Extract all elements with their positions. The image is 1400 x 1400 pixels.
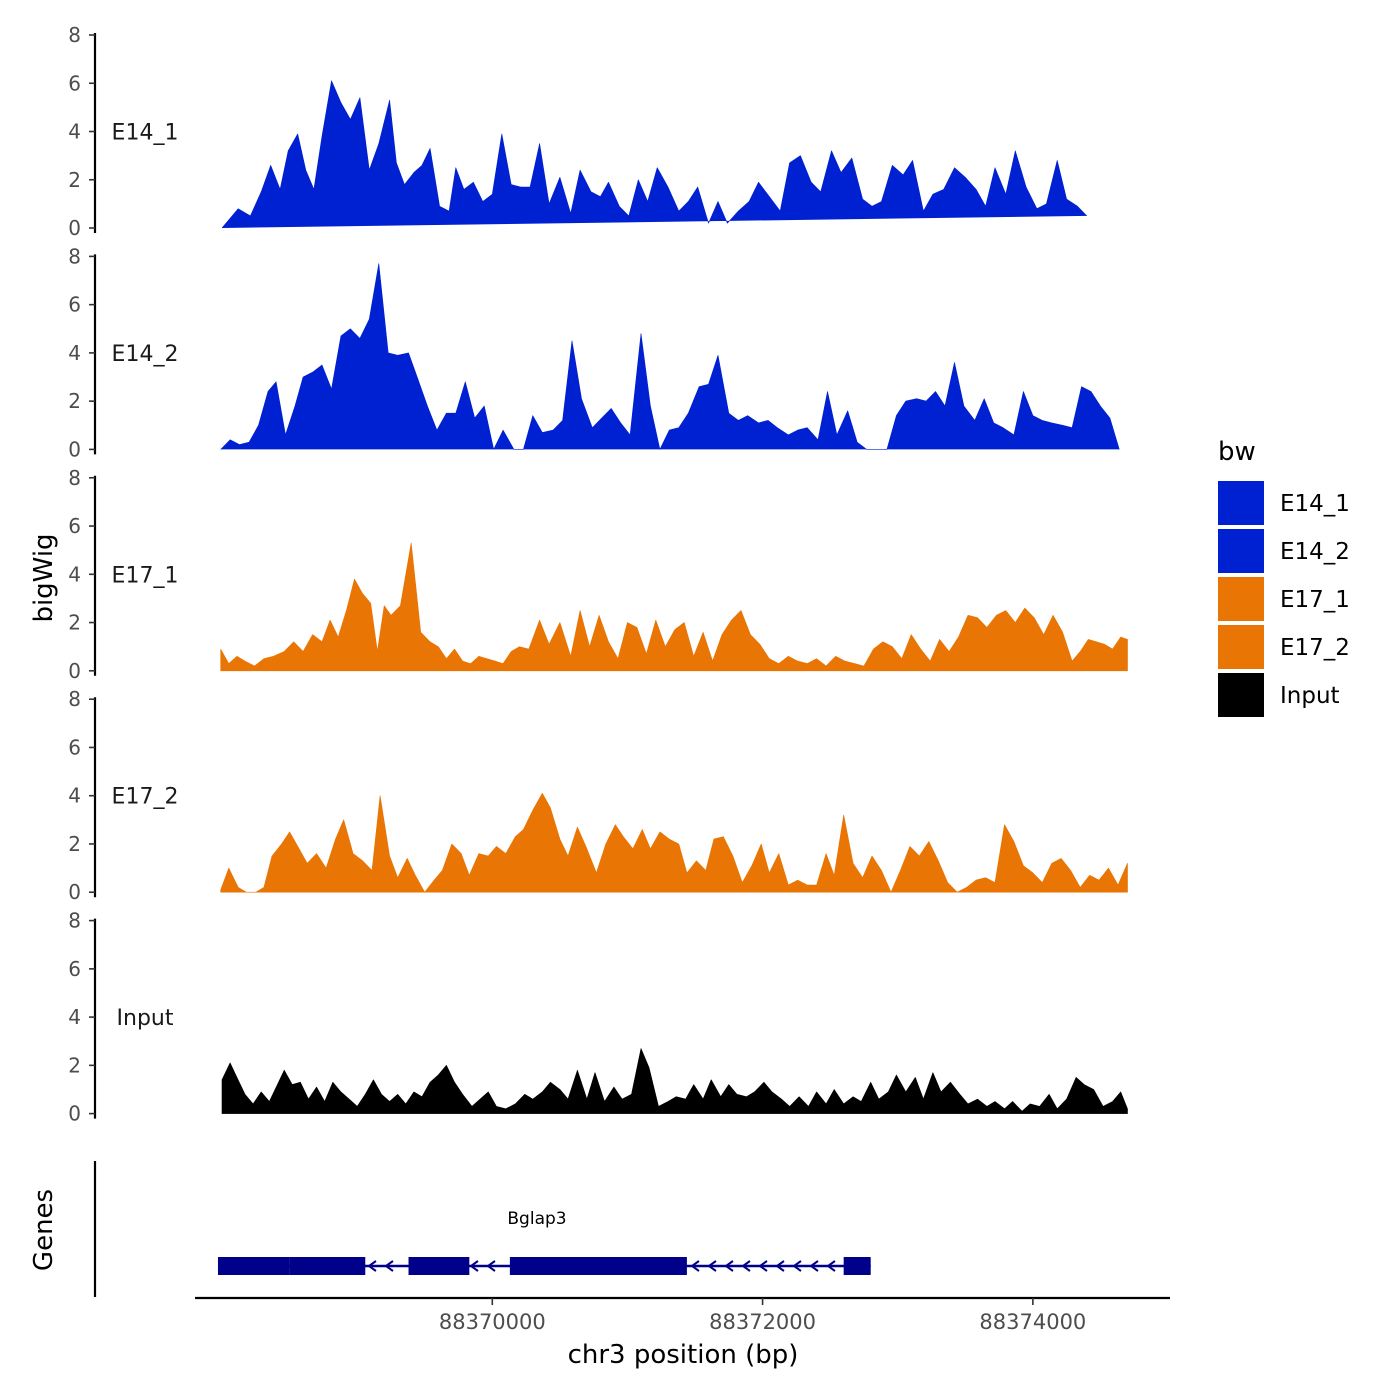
coverage-area-e14-1 [221, 80, 1088, 229]
gene-name-label: Bglap3 [507, 1209, 566, 1229]
coverage-area-e17-2 [220, 793, 1128, 893]
strand-arrow-icon [724, 1260, 734, 1272]
strand-arrow-icon [775, 1260, 785, 1272]
gene-exon [509, 1257, 687, 1275]
legend-label: E14_2 [1280, 539, 1350, 565]
gene-exon [289, 1257, 366, 1275]
legend-entry-e17-2: E17_2 [1218, 625, 1350, 669]
y-tick-label: 4 [68, 120, 81, 144]
legend-swatch [1218, 481, 1264, 525]
x-tick-label: 88372000 [709, 1310, 816, 1334]
strand-arrow-icon [758, 1260, 768, 1272]
y-tick-label: 6 [68, 514, 81, 538]
y-tick-label: 2 [68, 832, 81, 856]
y-tick-label: 8 [68, 23, 81, 47]
coverage-area-e17-1 [220, 542, 1128, 672]
y-tick-label: 4 [68, 1005, 81, 1029]
legend-label: Input [1280, 683, 1340, 709]
legend-swatch [1218, 529, 1264, 573]
legend-entry-e14-1: E14_1 [1218, 481, 1350, 525]
track-e14-2: 0 2 4 6 8 E14_2 [68, 244, 1120, 461]
legend-entry-e17-1: E17_1 [1218, 577, 1350, 621]
strand-arrow-icon [826, 1260, 836, 1272]
x-axis-title: chr3 position (bp) [568, 1340, 799, 1370]
coverage-area-e14-2 [220, 263, 1120, 450]
legend-label: E14_1 [1280, 491, 1350, 517]
track-e14-1: 0 2 4 6 8 E14_1 [68, 23, 1088, 240]
y-tick-label: 0 [68, 880, 81, 904]
y-tick-label: 0 [68, 216, 81, 240]
y-tick-label: 4 [68, 341, 81, 365]
y-tick-label: 6 [68, 735, 81, 759]
x-tick-label: 88370000 [439, 1310, 546, 1334]
gene-exon [217, 1257, 290, 1275]
y-tick-label: 6 [68, 293, 81, 317]
y-tick-label: 6 [68, 957, 81, 981]
gene-exon [408, 1257, 470, 1275]
strand-arrow-icon [809, 1260, 819, 1272]
genes-panel-title: Genes [29, 1189, 59, 1271]
y-tick-label: 2 [68, 611, 81, 635]
legend-label: E17_1 [1280, 587, 1350, 613]
genes-panel: Bglap3 [93, 1161, 871, 1297]
y-tick-label: 6 [68, 71, 81, 95]
y-tick-label: 0 [68, 659, 81, 683]
gene-exon [843, 1257, 871, 1275]
y-tick-label: 0 [68, 437, 81, 461]
y-tick-label: 2 [68, 168, 81, 192]
y-tick-label: 8 [68, 909, 81, 933]
track-name-label: E17_1 [112, 563, 179, 588]
y-tick-label: 8 [68, 466, 81, 490]
strand-arrow-icon [707, 1260, 717, 1272]
track-name-label: Input [117, 1006, 174, 1031]
x-axis: 88370000 88372000 88374000 [195, 1296, 1170, 1334]
track-name-label: E14_2 [112, 342, 179, 367]
strand-arrow-icon [486, 1260, 496, 1272]
legend-swatch [1218, 577, 1264, 621]
y-tick-label: 8 [68, 244, 81, 268]
y-tick-label: 2 [68, 1053, 81, 1077]
y-tick-label: 2 [68, 389, 81, 413]
legend-label: E17_2 [1280, 635, 1350, 661]
coverage-area-input [221, 1048, 1128, 1114]
strand-arrow-icon [469, 1260, 479, 1272]
legend-swatch [1218, 673, 1264, 717]
strand-arrow-icon [367, 1260, 377, 1272]
legend-title: bw [1218, 437, 1256, 467]
strand-arrow-icon [792, 1260, 802, 1272]
strand-arrow-icon [384, 1260, 394, 1272]
legend-swatch [1218, 625, 1264, 669]
strand-arrow-icon [690, 1260, 700, 1272]
tracks-layer: 0 2 4 6 8 E14_1 0 2 4 6 8 E14_2 0 2 4 6 8 E17_1 0 2 4 6 8 E17_2… [68, 23, 1128, 1126]
track-name-label: E14_1 [112, 121, 179, 146]
y-tick-label: 4 [68, 784, 81, 808]
track-name-label: E17_2 [112, 785, 179, 810]
legend: bw E14_1 E14_2 E17_1 E17_2 Input [1218, 437, 1350, 717]
strand-arrow-icon [741, 1260, 751, 1272]
track-input: 0 2 4 6 8 Input [68, 909, 1128, 1126]
track-e17-1: 0 2 4 6 8 E17_1 [68, 466, 1128, 683]
legend-entry-e14-2: E14_2 [1218, 529, 1350, 573]
track-e17-2: 0 2 4 6 8 E17_2 [68, 687, 1128, 904]
y-tick-label: 8 [68, 687, 81, 711]
x-tick-label: 88374000 [979, 1310, 1086, 1334]
gene-bglap3: Bglap3 [217, 1209, 871, 1275]
y-tick-label: 0 [68, 1102, 81, 1126]
y-tick-label: 4 [68, 562, 81, 586]
legend-entry-input: Input [1218, 673, 1340, 717]
y-axis-title: bigWig [29, 533, 59, 622]
